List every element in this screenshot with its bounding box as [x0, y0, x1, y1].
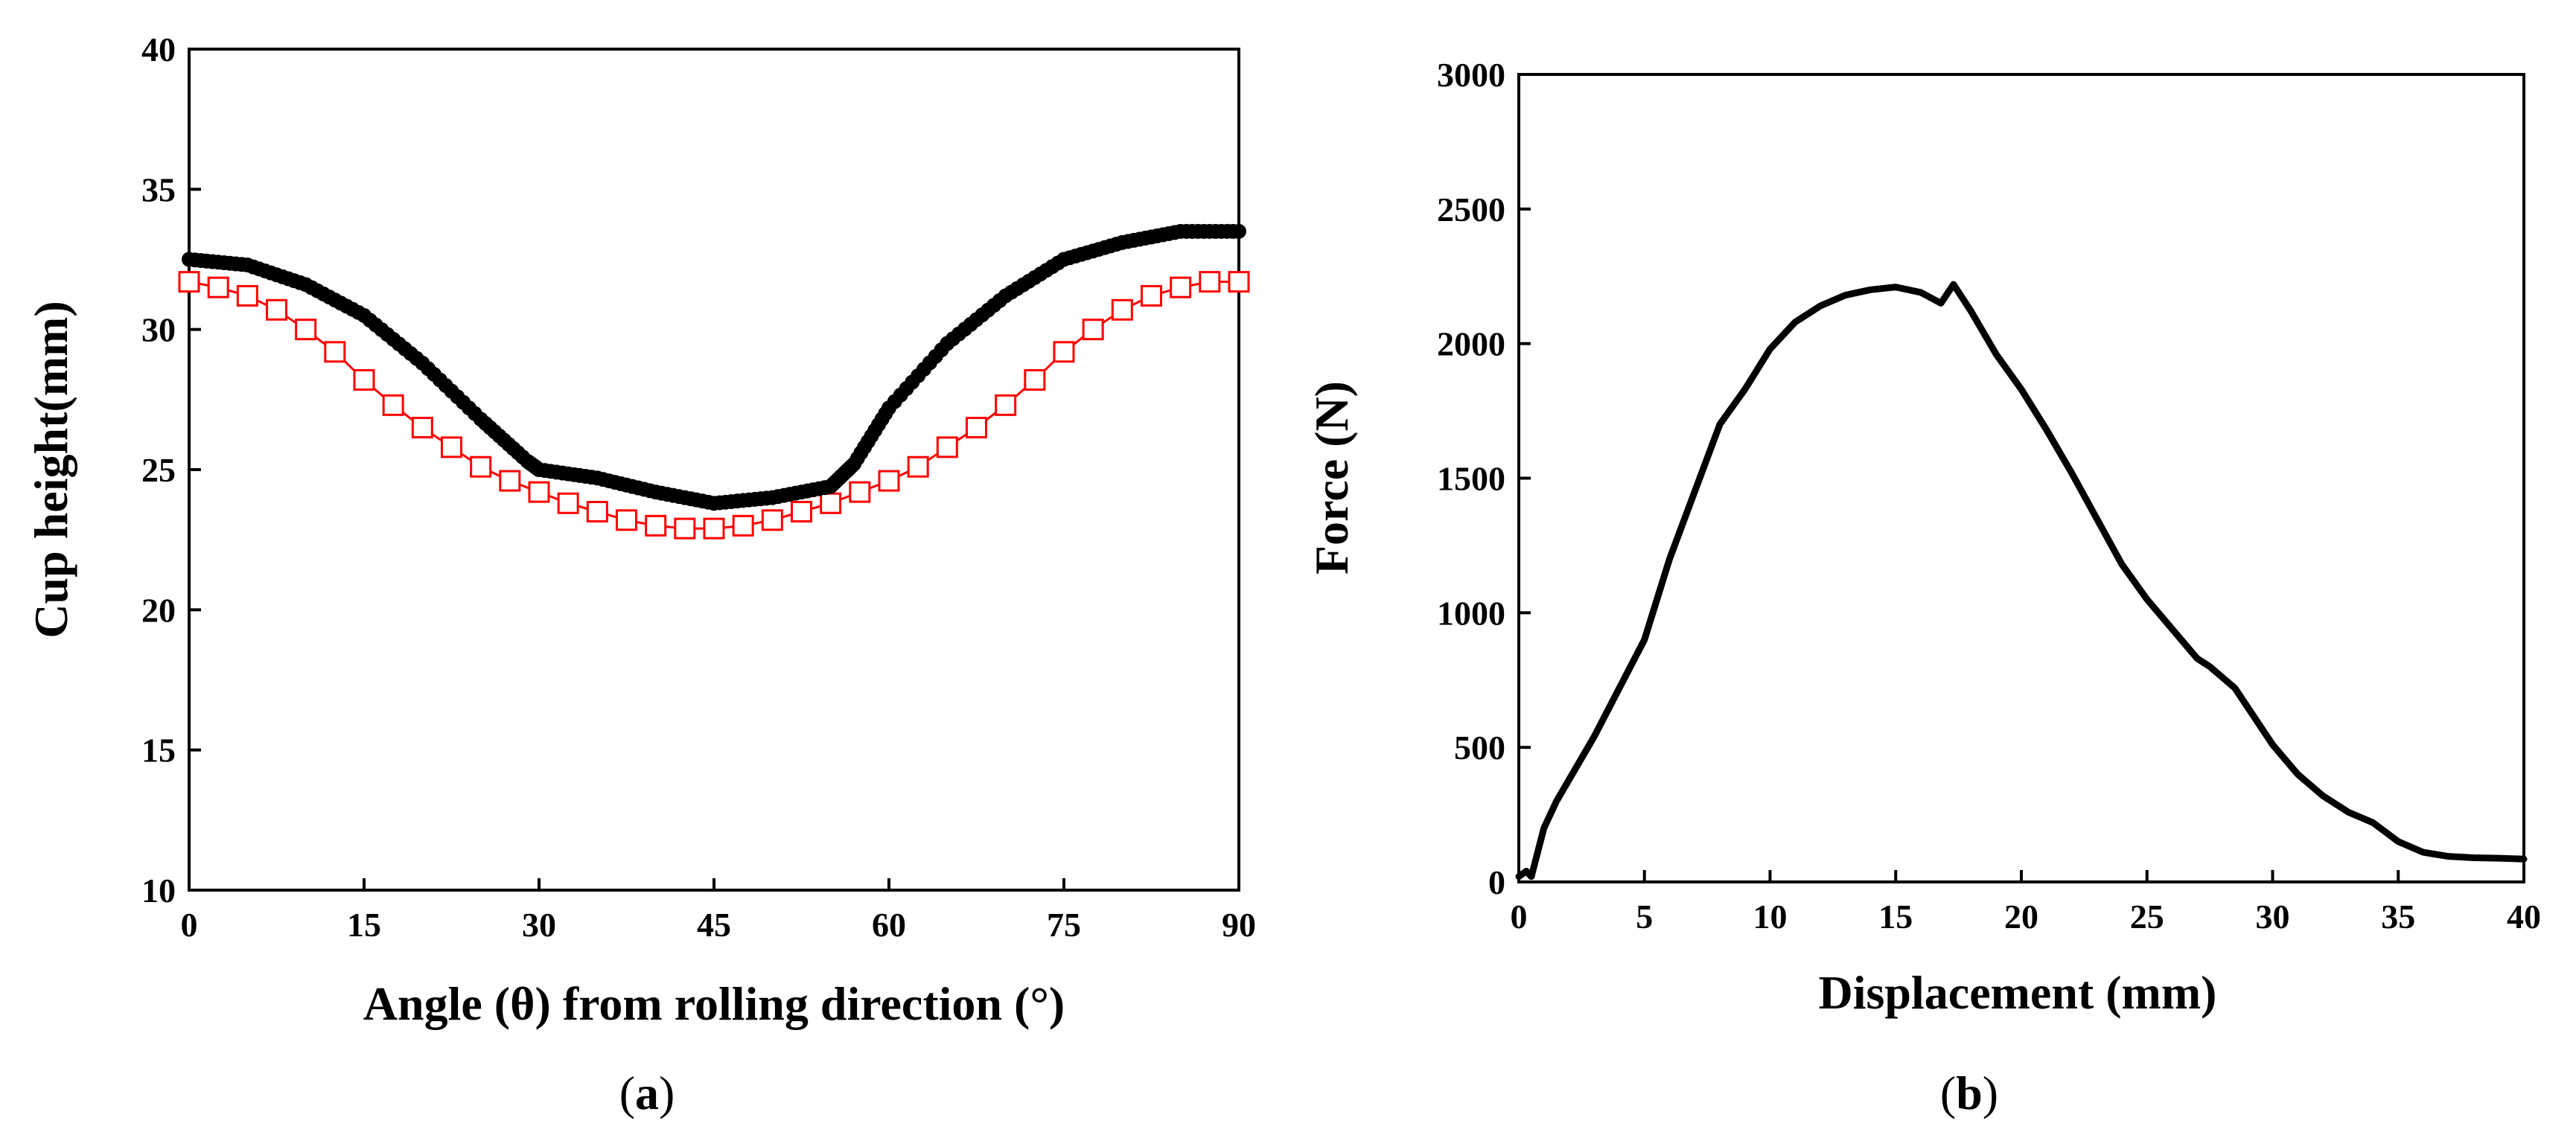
x-tick-label: 40: [2507, 898, 2541, 936]
data-point-square: [1111, 298, 1133, 321]
data-point-square: [616, 509, 637, 531]
data-point-circle: [1231, 223, 1246, 239]
series-open-squares-line: [188, 281, 1239, 530]
data-point-square: [791, 501, 812, 522]
data-point-square: [207, 276, 229, 298]
data-point-square: [732, 514, 754, 537]
data-point-square: [878, 470, 900, 492]
series-filled-circles-line: [188, 228, 1239, 506]
x-tick-label: 10: [1753, 898, 1788, 936]
y-tick-label: 30: [141, 311, 176, 349]
data-point-square: [1053, 341, 1075, 363]
panel-label-a: (a): [619, 1067, 675, 1119]
x-tick-label: 35: [2381, 898, 2415, 936]
data-point-square: [761, 509, 783, 531]
data-point-square: [324, 341, 346, 363]
series-force-line: [1515, 281, 2528, 880]
x-tick-label: 15: [347, 906, 381, 944]
data-point-square: [353, 368, 375, 391]
panel-label-b: (b): [1940, 1067, 1998, 1119]
data-point-square: [236, 284, 258, 307]
x-tick-label: 15: [1878, 898, 1913, 936]
y-tick-label: 2000: [1437, 325, 1505, 363]
data-point-square: [1024, 368, 1046, 391]
data-point-square: [1199, 271, 1221, 293]
x-tick-label: 60: [872, 906, 906, 944]
x-axis-title-b: Displacement (mm): [1819, 966, 2217, 1019]
plot-frame-b: [1517, 73, 2525, 883]
data-point-square: [1082, 319, 1104, 341]
x-tick-label: 25: [2130, 898, 2164, 936]
data-point-square: [1228, 271, 1250, 293]
data-point-square: [557, 492, 579, 514]
x-tick-label: 45: [697, 906, 731, 944]
axis-ticks-b: 0 5 10 15 20 25 30 35 40 0 500 1000 1500 2000 2500 3000: [1437, 56, 2541, 936]
data-point-square: [178, 271, 200, 293]
y-tick-label: 25: [141, 451, 176, 489]
x-axis-title-a: Angle (θ) from rolling direction (°): [363, 977, 1065, 1030]
x-tick-label: 0: [181, 906, 198, 944]
x-tick-label: 0: [1511, 898, 1528, 936]
y-tick-label: 0: [1488, 863, 1505, 901]
series-open-squares: [178, 271, 1250, 540]
x-tick-label: 20: [2004, 898, 2038, 936]
y-tick-label: 15: [141, 732, 176, 770]
y-tick-label: 10: [141, 872, 176, 909]
data-point-square: [499, 470, 521, 492]
data-point-square: [820, 492, 842, 514]
x-tick-label: 30: [2256, 898, 2290, 936]
data-point-square: [703, 517, 725, 540]
x-tick-label: 90: [1222, 906, 1256, 944]
data-point-square: [586, 501, 608, 522]
y-tick-label: 500: [1454, 729, 1505, 767]
data-point-square: [849, 481, 871, 503]
data-point-square: [1141, 284, 1162, 307]
plot-frame-a: [188, 48, 1240, 892]
chart-panel-b: 0 5 10 15 20 25 30 35 40 0 500 1000 1500 2000 2500 3000…: [1305, 56, 2541, 1119]
y-tick-label: 20: [141, 591, 176, 629]
y-tick-label: 40: [141, 31, 176, 68]
data-point-square: [441, 436, 462, 458]
force-curve: [1515, 281, 2528, 880]
data-point-square: [528, 481, 550, 503]
y-axis-title-b: Force (N): [1305, 381, 1358, 575]
y-tick-label: 2500: [1437, 191, 1505, 228]
x-tick-label: 75: [1047, 906, 1081, 944]
chart-panel-a: 0 15 30 45 60 75 90 10 15 20 25 30 35 40 Angle (θ) fr…: [25, 31, 1256, 1119]
data-point-square: [645, 514, 667, 537]
data-point-square: [966, 417, 987, 438]
data-point-square: [1170, 276, 1192, 298]
x-tick-label: 5: [1636, 898, 1653, 936]
y-tick-label: 3000: [1437, 56, 1505, 94]
data-point-square: [936, 436, 958, 458]
axis-ticks-a: 0 15 30 45 60 75 90 10 15 20 25 30 35 40: [141, 31, 1256, 944]
data-point-square: [295, 319, 317, 341]
data-point-square: [995, 394, 1017, 416]
data-point-square: [411, 417, 433, 438]
data-point-square: [266, 298, 287, 321]
y-tick-label: 35: [141, 170, 176, 208]
data-point-square: [907, 455, 929, 478]
data-point-square: [470, 455, 492, 478]
y-axis-title-a: Cup height(mm): [25, 301, 77, 638]
y-tick-label: 1500: [1437, 460, 1505, 498]
y-tick-label: 1000: [1437, 594, 1505, 632]
series-filled-circles: [182, 223, 1246, 511]
data-point-square: [674, 517, 696, 540]
x-tick-label: 30: [522, 906, 556, 944]
data-point-square: [382, 394, 404, 416]
